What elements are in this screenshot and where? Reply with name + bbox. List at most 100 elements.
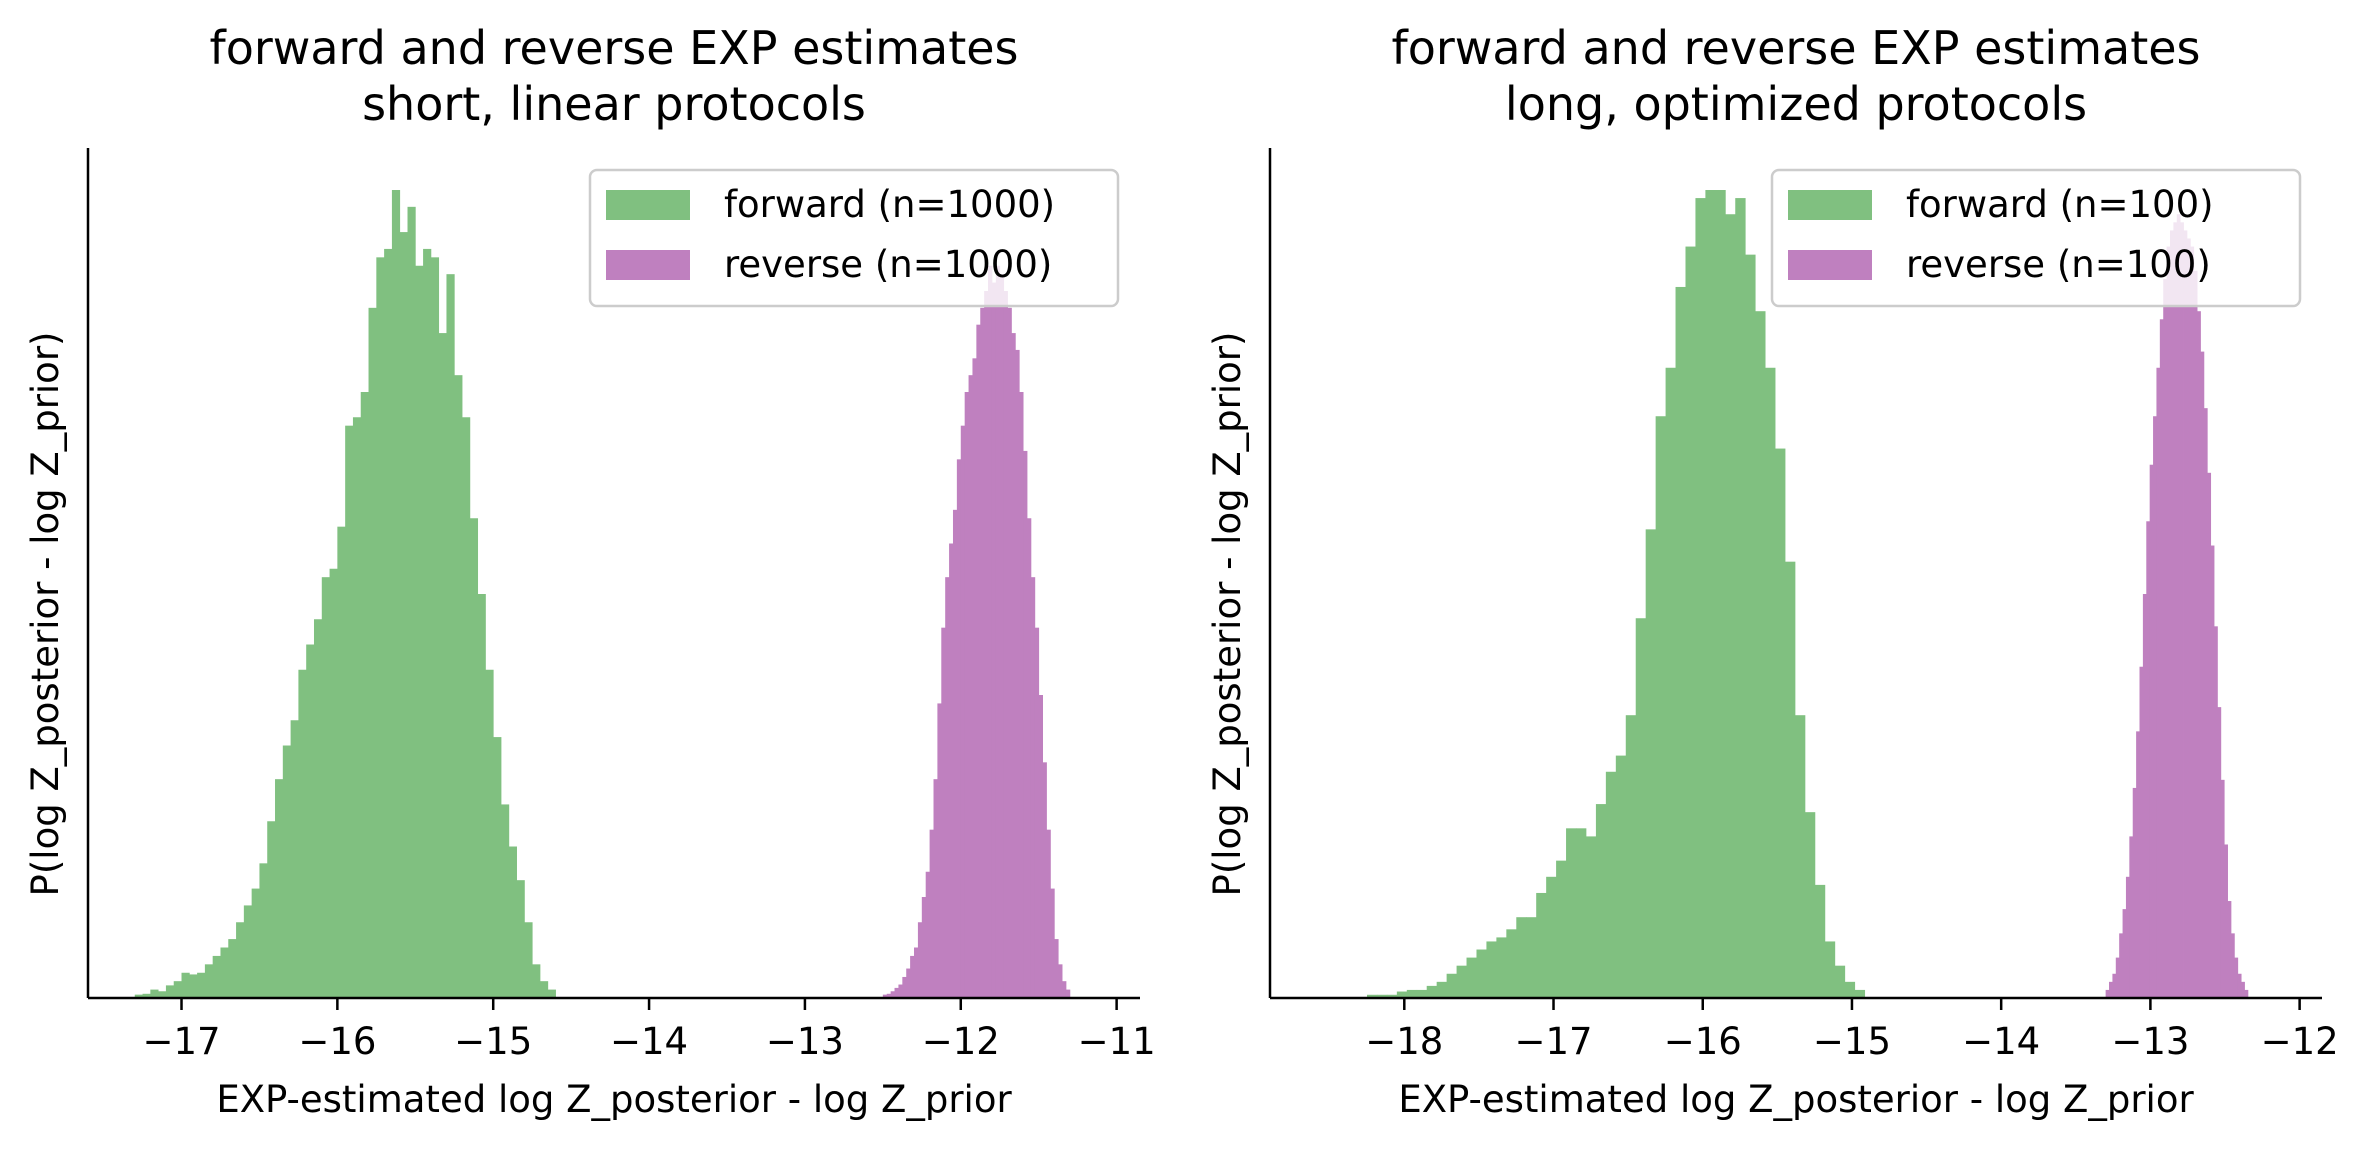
histogram-bar [423,248,432,999]
legend-frame [588,168,1120,308]
histogram-bar [2122,909,2127,998]
x-tick-label: −17 [142,1020,220,1063]
histogram-bar [337,526,346,998]
histogram-bar [1675,286,1686,999]
histogram-bar [929,829,934,998]
histogram-bar [352,417,362,998]
histogram-bar [1034,627,1040,998]
histogram-bar [485,669,494,998]
histogram-bar [2207,472,2212,998]
histogram-bar [921,897,927,998]
legend-label: reverse (n=100) [1906,243,2211,286]
histogram-bar [2203,408,2208,998]
histogram-bar [1645,529,1657,998]
histogram-bar [956,459,962,999]
histogram-bar [313,619,323,998]
histogram-bar [158,991,167,998]
histogram-bar [446,274,455,998]
histogram-bar [1695,198,1706,998]
histogram-bar [945,577,950,998]
histogram-bar [415,265,424,998]
histogram-bar [438,333,447,999]
histogram-bar [1655,416,1666,998]
histogram-bar [165,985,175,999]
x-tick-label: −14 [610,1020,688,1063]
histogram-bar [454,375,463,998]
histogram-bar [2132,787,2137,998]
histogram-bar [539,981,549,998]
x-tick-label: −11 [1078,1020,1156,1063]
histogram-bar [2176,214,2181,999]
histogram-bar [1745,254,1756,998]
histogram-bar [368,307,377,999]
histogram-bar [1556,860,1567,998]
histogram-bar [1576,828,1587,998]
histogram-bar [1854,989,1866,998]
histogram-bar [980,307,985,999]
histogram-bar [1058,964,1063,998]
histogram-bar [2129,836,2134,998]
forward-histogram-series [1366,190,1866,999]
histogram-bar [1416,989,1428,998]
histogram-bar [925,871,930,998]
x-tick-label: −12 [922,1020,1000,1063]
histogram-bar [1804,812,1816,998]
histogram-bar [243,905,253,998]
histogram-bar [1705,190,1716,998]
histogram-bar [212,955,221,998]
histogram-bar [1436,981,1448,998]
x-axis-label: EXP-estimated log Z_posterior - log Z_pr… [216,1078,1012,1121]
histogram-bar [2119,933,2123,998]
histogram-bar [501,804,510,998]
histogram-bar [2125,876,2130,998]
histogram-bar [999,274,1005,998]
histogram-bar [407,206,416,998]
histogram-bar [1027,518,1032,998]
histogram-bar [972,358,977,999]
histogram-bar [995,265,1001,998]
histogram-bar [2153,416,2157,998]
histogram-bar [251,888,260,998]
histogram-bar [1735,198,1746,998]
histogram-bar [1765,367,1776,998]
histogram-bar [508,846,517,998]
histogram-bar [1023,450,1028,998]
histogram-bar [1635,618,1647,998]
histogram-bar [2163,278,2168,998]
histogram-bar [197,972,206,998]
histogram-bar [1834,965,1846,998]
histogram-bar [430,257,440,999]
histogram-bar [933,779,938,998]
histogram-bar [1755,311,1766,998]
x-tick-label: −16 [298,1020,376,1063]
legend-swatch [606,190,690,220]
histogram-bar [2146,521,2151,998]
histogram-bar [968,375,973,998]
histogram-bar [890,991,895,998]
histogram-bar [1605,771,1617,998]
histogram-bar [2210,545,2215,998]
histogram-bar [469,518,479,998]
histogram-bar [2214,626,2218,998]
histogram-bar [2166,246,2171,998]
histogram-bar [142,993,151,998]
histogram-bar [189,974,198,998]
histogram-bar [493,737,502,998]
legend-swatch [1788,250,1872,280]
histogram-bar [1050,888,1055,998]
histogram-bar [399,232,408,998]
histogram-bar [914,947,919,998]
right-histogram-panel: −18 −17 −16 −15 −14 −13 −12 forward and reverse… [1206,21,2339,1121]
histogram-bar [2109,981,2113,998]
chart-title: forward and reverse EXP estimates [1392,21,2201,75]
histogram-bar [976,324,981,998]
histogram-bar [524,922,533,998]
legend-label: forward (n=100) [1906,183,2214,226]
histogram-bar [306,644,315,998]
histogram-bar [220,947,229,998]
histogram-bar [2230,933,2235,998]
histogram-bar [964,392,969,998]
histogram-bar [988,265,993,998]
histogram-bar [1824,941,1836,998]
